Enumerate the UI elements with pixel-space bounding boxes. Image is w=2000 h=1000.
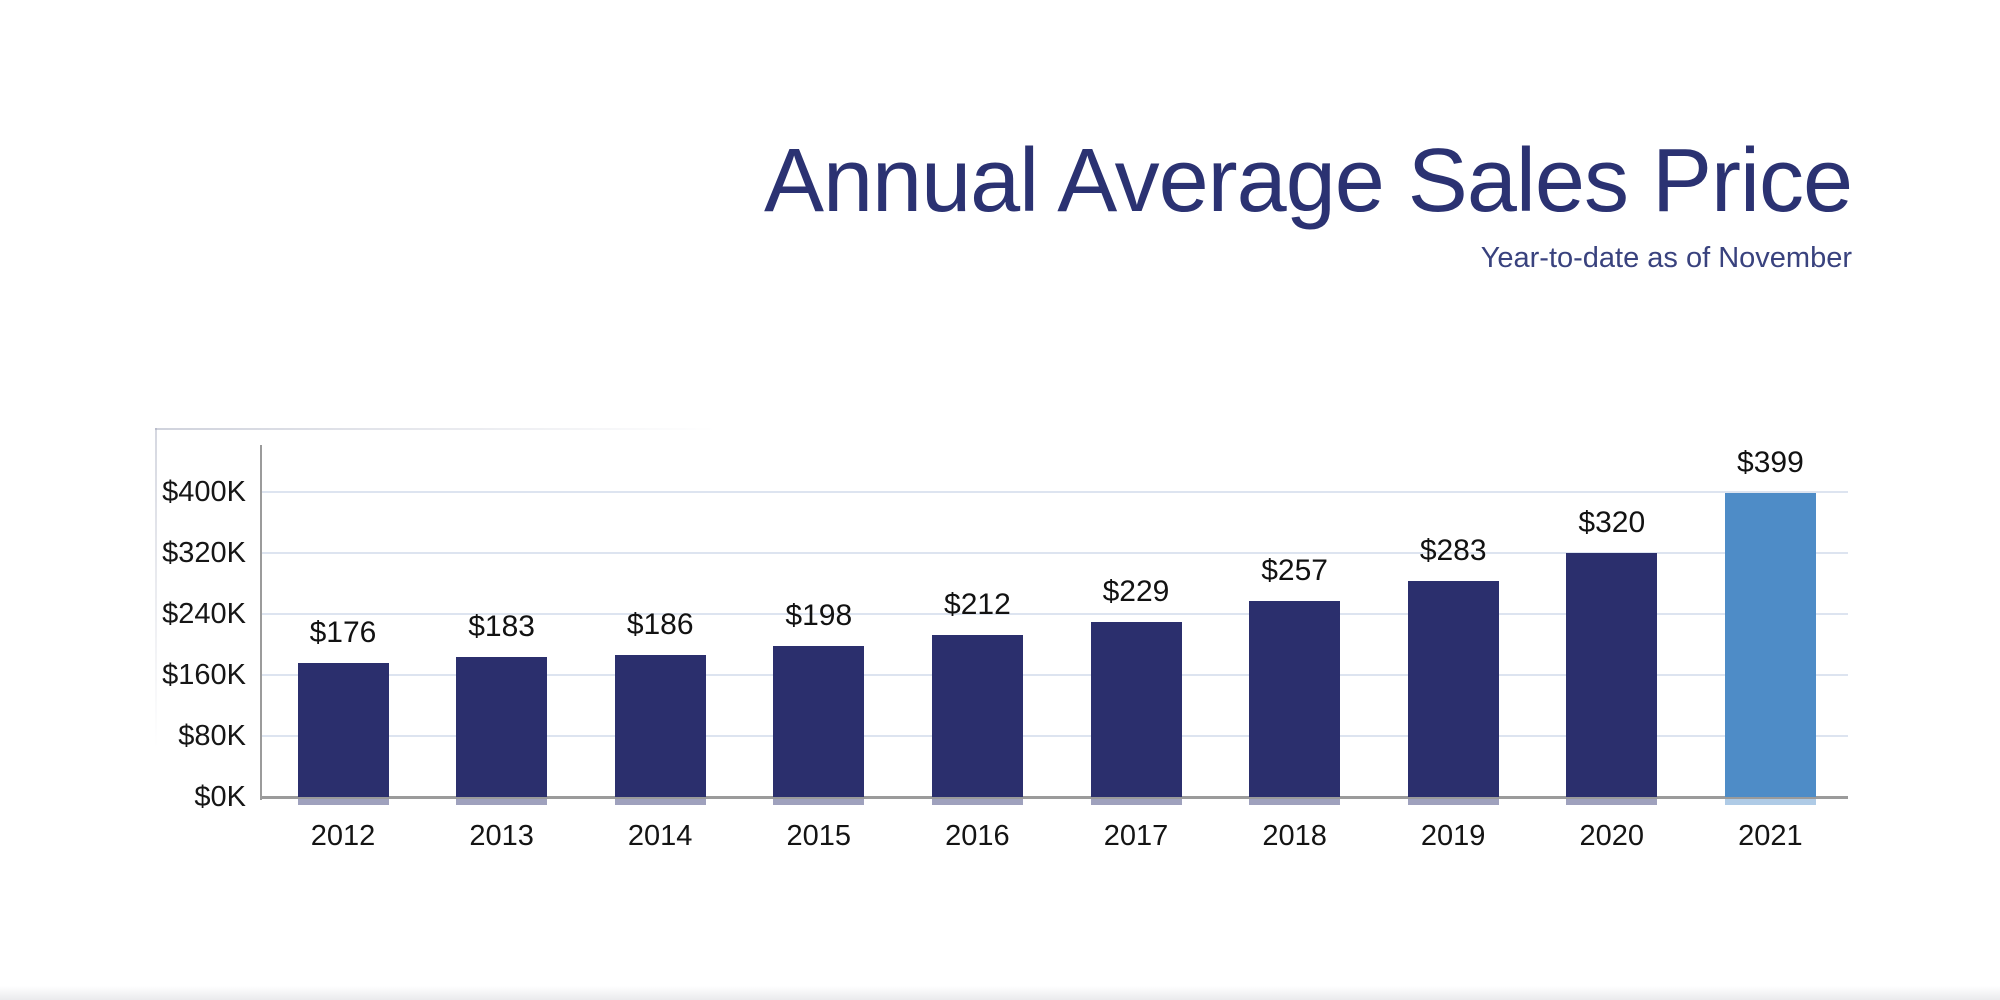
y-tick-label: $0K xyxy=(194,781,246,813)
gridline-80k xyxy=(262,735,1848,737)
bar-value-label-2016: $212 xyxy=(944,588,1011,621)
bar-shadow xyxy=(1407,799,1499,805)
chart-subtitle: Year-to-date as of November xyxy=(1480,242,1852,274)
bar-value-label-2014: $186 xyxy=(626,608,694,641)
y-tick-label: $320K xyxy=(162,537,246,569)
y-tick-label: $240K xyxy=(162,598,246,630)
x-category-label-2019: 2019 xyxy=(1420,820,1486,852)
bar-2013 xyxy=(456,657,548,805)
x-category-label-2017: 2017 xyxy=(1103,820,1169,852)
x-category-label-2016: 2016 xyxy=(945,820,1010,852)
bar-2012 xyxy=(297,663,389,805)
bar-shadow xyxy=(297,799,389,805)
bar-value-label-2015: $198 xyxy=(785,599,853,632)
x-category-label-2013: 2013 xyxy=(469,820,534,852)
chart-header: Annual Average Sales Price Year-to-date … xyxy=(763,0,1853,275)
chart-frame-edge-left xyxy=(155,428,157,748)
bar-value-label-2020: $320 xyxy=(1578,506,1646,539)
bottom-edge-strip xyxy=(0,986,2000,1000)
x-category-label-2021: 2021 xyxy=(1738,820,1803,852)
bar-value-label-2012: $176 xyxy=(309,616,377,649)
bar-2021 xyxy=(1724,493,1816,805)
gridline-400k xyxy=(262,491,1848,493)
x-category-label-2015: 2015 xyxy=(786,820,852,852)
gridline-320k xyxy=(262,552,1848,554)
bar-2019 xyxy=(1407,581,1499,805)
x-category-label-2014: 2014 xyxy=(627,820,693,852)
x-axis-line xyxy=(260,796,1848,799)
bar-shadow xyxy=(456,799,548,805)
bar-2015 xyxy=(773,646,865,805)
bar-value-label-2018: $257 xyxy=(1261,554,1328,587)
bar-2018 xyxy=(1249,601,1341,805)
y-axis-line xyxy=(260,445,262,800)
bar-shadow xyxy=(931,799,1023,805)
bar-value-label-2013: $183 xyxy=(468,610,535,643)
bar-shadow xyxy=(1724,799,1816,805)
bar-value-label-2021: $399 xyxy=(1737,446,1804,479)
bar-2014 xyxy=(614,655,706,805)
bar-shadow xyxy=(1249,799,1341,805)
chart-title: Annual Average Sales Price xyxy=(763,131,1853,231)
bar-chart-plot-area: $0K $80K $160K $240K $320K $400K $176 2012 $183 2… xyxy=(162,445,1848,851)
y-tick-label: $160K xyxy=(162,659,246,691)
chart-frame-edge-top xyxy=(155,428,715,430)
x-category-label-2020: 2020 xyxy=(1579,820,1645,852)
bar-shadow xyxy=(773,799,865,805)
bar-2016 xyxy=(931,635,1023,805)
bar-value-label-2019: $283 xyxy=(1419,534,1487,567)
bar-shadow xyxy=(614,799,706,805)
bar-value-label-2017: $229 xyxy=(1102,575,1170,608)
y-tick-label: $400K xyxy=(162,476,246,508)
gridline-160k xyxy=(262,674,1848,676)
x-category-label-2012: 2012 xyxy=(310,820,376,852)
gridline-240k xyxy=(262,613,1848,615)
x-category-label-2018: 2018 xyxy=(1262,820,1327,852)
bar-shadow xyxy=(1090,799,1182,805)
bar-2020 xyxy=(1566,553,1658,805)
y-tick-label: $80K xyxy=(178,720,246,752)
bar-shadow xyxy=(1566,799,1658,805)
bar-2017 xyxy=(1090,622,1182,805)
